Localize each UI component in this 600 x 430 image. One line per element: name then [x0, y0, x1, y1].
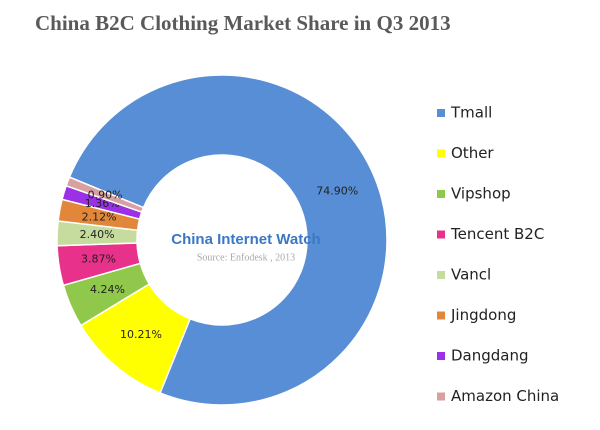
- legend-swatch: [437, 190, 445, 198]
- legend: Tmall Other Vipshop Tencent B2C Vancl Jingdon…: [437, 104, 559, 405]
- legend-label: Jingdong: [450, 306, 516, 324]
- legend-swatch: [437, 149, 445, 158]
- legend-swatch: [437, 271, 445, 279]
- slice: [65, 176, 145, 214]
- chart-title: China B2C Clothing Market Share in Q3 20…: [35, 11, 451, 35]
- data-label: 74.90%: [316, 185, 358, 198]
- legend-swatch: [437, 109, 445, 117]
- data-label: 2.40%: [80, 228, 115, 241]
- legend-swatch: [437, 352, 445, 360]
- legend-swatch: [437, 311, 445, 320]
- donut: 74.90%10.21%4.24%3.87%2.40%2.12%1.36%0.9…: [56, 74, 388, 406]
- data-label: 0.90%: [88, 189, 123, 202]
- data-label: 10.21%: [120, 328, 162, 341]
- slice: [68, 74, 388, 406]
- legend-label: Tmall: [450, 104, 492, 122]
- data-label: 2.12%: [82, 210, 117, 223]
- legend-label: Tencent B2C: [450, 225, 544, 243]
- legend-label: Vancl: [451, 266, 491, 284]
- data-label: 4.24%: [90, 283, 125, 296]
- legend-label: Amazon China: [451, 387, 559, 405]
- watermark: China Internet Watch: [171, 231, 320, 248]
- source: Source: Enfodesk , 2013: [197, 252, 295, 263]
- legend-label: Dangdang: [451, 347, 529, 365]
- legend-label: Other: [451, 144, 494, 162]
- legend-swatch: [437, 392, 445, 401]
- data-label: 3.87%: [81, 252, 116, 265]
- legend-swatch: [437, 230, 445, 239]
- legend-label: Vipshop: [451, 185, 511, 203]
